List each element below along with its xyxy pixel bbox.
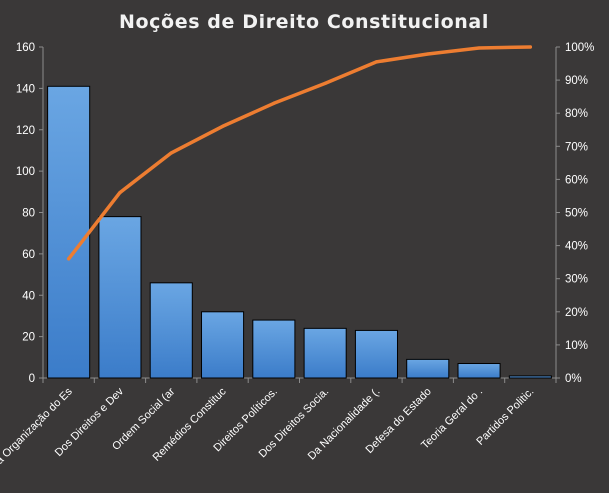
line-point bbox=[374, 60, 379, 64]
y-right-tick-label: 30% bbox=[565, 274, 588, 286]
bar bbox=[98, 216, 142, 379]
bar bbox=[149, 282, 193, 379]
bar bbox=[354, 329, 398, 379]
line-point bbox=[67, 257, 71, 261]
cumulative-line bbox=[66, 45, 533, 261]
y-left-tick-label: 100 bbox=[16, 166, 35, 178]
line-point bbox=[220, 124, 225, 129]
plot-area: 0 20 40 60 80 100 120 140 160 0% 10% 20% 30% 40% 50% 60… bbox=[0, 42, 594, 472]
y-left-tick-label: 160 bbox=[16, 42, 35, 54]
x-category-label: Da Organização do Es bbox=[0, 385, 75, 472]
bar bbox=[303, 327, 347, 379]
bar bbox=[457, 363, 501, 379]
y-right-tick-label: 0% bbox=[565, 373, 582, 385]
line-point bbox=[323, 81, 327, 86]
chart-title: Noções de Direito Constitucional bbox=[119, 11, 489, 33]
y-right-tick-label: 60% bbox=[565, 174, 588, 186]
line-point bbox=[169, 151, 173, 155]
bar bbox=[508, 375, 552, 379]
line-point bbox=[118, 191, 122, 195]
y-left-tick-label: 40 bbox=[22, 290, 35, 302]
y-right-tick-label: 20% bbox=[565, 307, 588, 319]
line-point bbox=[272, 101, 276, 105]
y-left-tick-label: 80 bbox=[22, 208, 35, 220]
y-right-tick-label: 40% bbox=[565, 241, 588, 253]
bar bbox=[47, 85, 91, 379]
y-left-tick-label: 60 bbox=[22, 249, 35, 261]
y-right-tick-label: 50% bbox=[565, 208, 588, 220]
y-left-tick-label: 20 bbox=[22, 332, 35, 344]
line-point bbox=[426, 52, 430, 56]
y-right-tick-label: 80% bbox=[565, 108, 588, 120]
y-right-tick-label: 90% bbox=[565, 75, 588, 87]
y-left-tick-label: 0 bbox=[29, 373, 35, 385]
bar bbox=[406, 358, 450, 379]
bar bbox=[252, 319, 296, 379]
y-right-tick-label: 10% bbox=[565, 340, 588, 352]
y-left-tick-label: 140 bbox=[16, 83, 35, 95]
y-right-tick-label: 70% bbox=[565, 141, 588, 153]
y-left-tick-label: 120 bbox=[16, 125, 35, 137]
line-point bbox=[477, 46, 481, 50]
y-right-tick-label: 100% bbox=[565, 42, 594, 54]
bar bbox=[201, 311, 245, 379]
line-point bbox=[528, 45, 532, 49]
